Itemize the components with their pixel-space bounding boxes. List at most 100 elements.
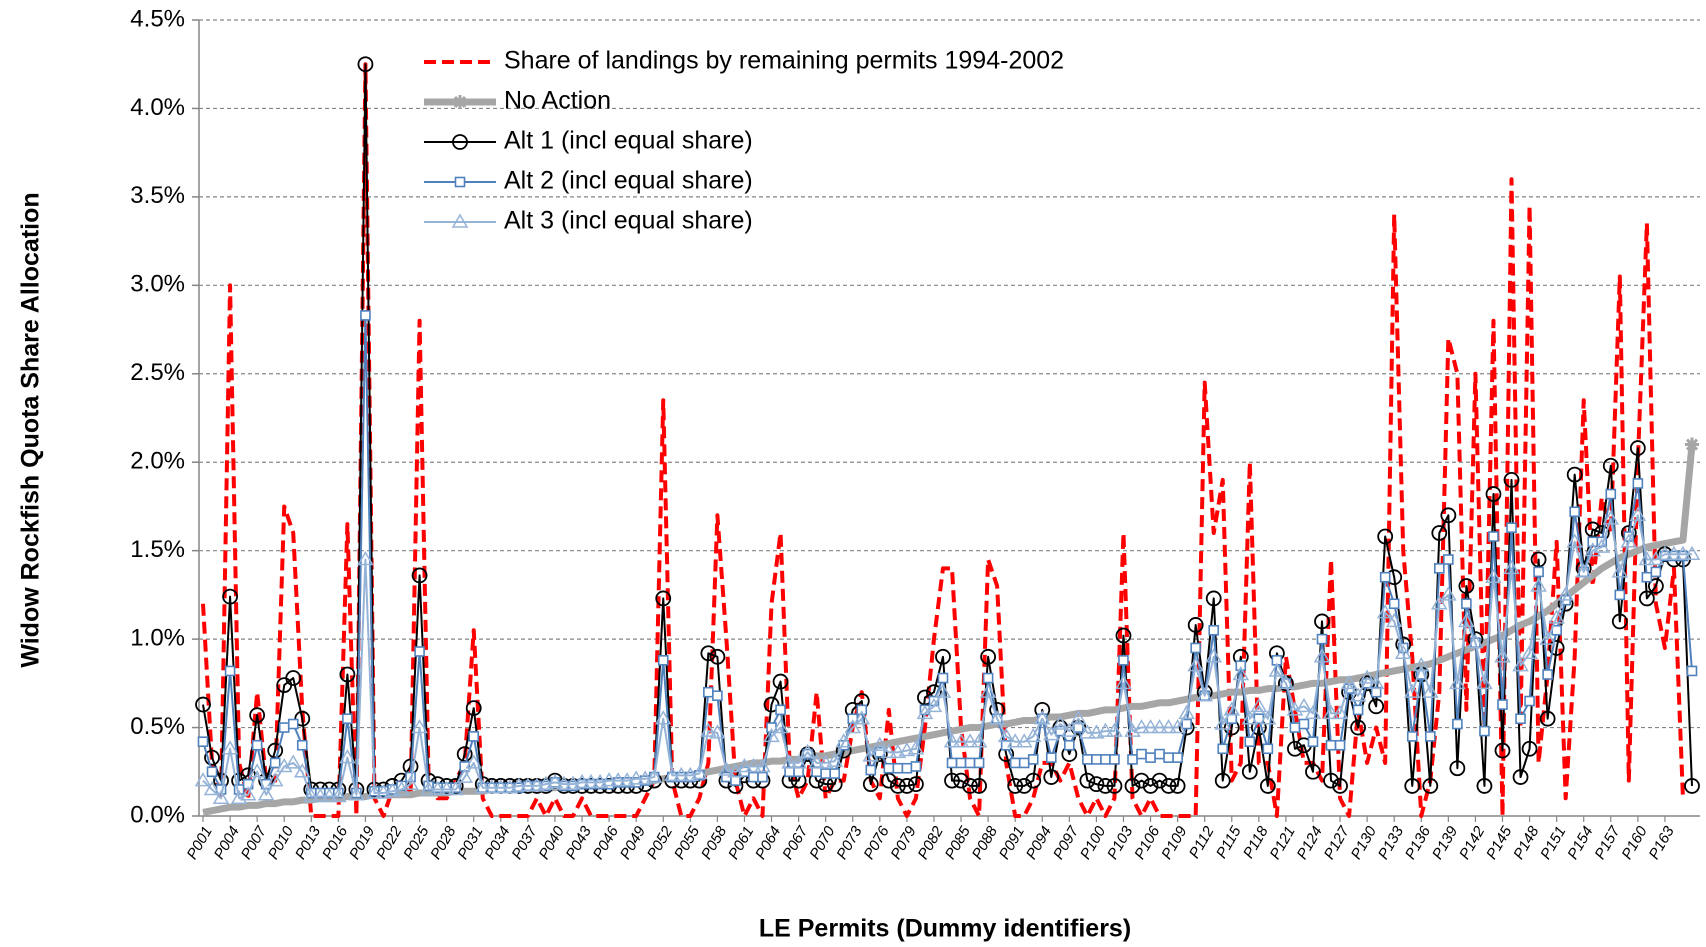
marker-triangle [339,749,356,764]
marker-circle [195,696,211,713]
marker-circle [1485,486,1502,502]
marker-square [1506,522,1517,533]
marker-circle [1043,769,1060,785]
marker-triangle [1521,644,1538,660]
marker-circle [456,746,473,762]
marker-triangle [429,780,446,796]
marker-square [287,718,299,730]
x-tick-label: P136 [1402,823,1435,862]
x-tick-label: P121 [1267,823,1299,862]
marker-triangle [1431,595,1448,610]
marker-circle [1088,776,1105,793]
marker-triangle [871,736,889,751]
marker-triangle [312,788,329,803]
marker-circle [1187,617,1204,633]
legend-label: Alt 3 (incl equal share) [504,207,753,235]
marker-circle [1440,507,1457,524]
x-tick-label: P058 [698,823,731,862]
marker-circle [1684,778,1700,794]
marker-square [1479,725,1490,737]
marker-triangle [348,786,365,801]
marker-circle [1638,590,1655,607]
x-tick-label: P115 [1213,823,1245,861]
marker-square [1461,598,1472,610]
marker-circle [1584,521,1601,538]
marker-square [820,768,831,779]
marker-square [1307,736,1319,748]
marker-circle [1025,772,1042,789]
marker-square [1289,722,1301,733]
marker-square [1018,757,1030,769]
marker-triangle [1440,586,1457,601]
y-tick-label: 4.0% [130,94,185,121]
marker-triangle [700,722,717,737]
marker-square [856,704,868,716]
y-tick-label: 1.5% [130,536,185,563]
marker-circle [1314,613,1330,630]
y-tick-label: 0.5% [130,713,185,740]
x-tick-label: P019 [346,823,379,862]
marker-triangle [1304,704,1322,720]
marker-triangle [438,780,455,796]
marker-circle [763,696,780,713]
marker-triangle [1467,634,1484,649]
y-tick-label: 2.5% [130,359,185,386]
marker-square [775,704,786,716]
marker-triangle [1169,719,1186,734]
marker-circle [1539,710,1556,727]
marker-triangle [799,743,816,759]
marker-star [453,95,467,109]
marker-circle [1142,778,1159,794]
marker-circle [1151,772,1168,789]
marker-triangle [1079,724,1096,739]
marker-triangle [302,788,320,803]
marker-square [982,672,994,684]
marker-triangle [1205,648,1223,663]
marker-triangle [1394,644,1412,660]
marker-triangle [1214,715,1232,730]
marker-square [1605,488,1617,500]
marker-square [1569,506,1580,518]
x-tick-label: P085 [942,823,975,862]
marker-circle [294,710,311,727]
marker-triangle [997,727,1015,743]
marker-triangle [1115,674,1132,690]
marker-circle [908,776,924,793]
marker-triangle [1476,674,1493,690]
x-tick-label: P037 [509,823,542,862]
y-tick-label: 1.0% [130,624,185,651]
marker-square [955,757,967,769]
marker-square [1488,531,1499,542]
legend-label: Alt 1 (incl equal share) [504,127,753,155]
x-tick-label: P133 [1375,823,1408,862]
marker-circle [267,742,284,759]
marker-triangle [1006,733,1024,748]
marker-triangle [366,784,383,799]
marker-triangle [1178,704,1195,720]
marker-triangle [1250,697,1268,713]
marker-triangle [600,772,618,787]
x-tick-label: P079 [888,823,921,862]
marker-triangle [266,772,284,787]
marker-circle [1422,778,1439,794]
marker-triangle [519,777,537,792]
marker-triangle [357,551,374,566]
marker-triangle [1403,683,1421,698]
marker-triangle [691,765,708,780]
marker-circle [1648,578,1664,594]
marker-square [1515,713,1526,725]
marker-triangle [537,775,555,790]
marker-triangle [1367,674,1385,690]
marker-square [269,757,281,769]
marker-triangle [1033,710,1051,725]
marker-square [1208,624,1220,636]
x-tick-label: P109 [1158,823,1191,862]
marker-square [251,739,263,751]
x-tick-label: P142 [1456,823,1489,862]
marker-square [1145,752,1156,763]
marker-square [1641,571,1653,583]
marker-triangle [1232,666,1250,681]
marker-square [1379,571,1391,583]
x-tick-label: P076 [860,823,893,862]
marker-square [206,766,218,778]
